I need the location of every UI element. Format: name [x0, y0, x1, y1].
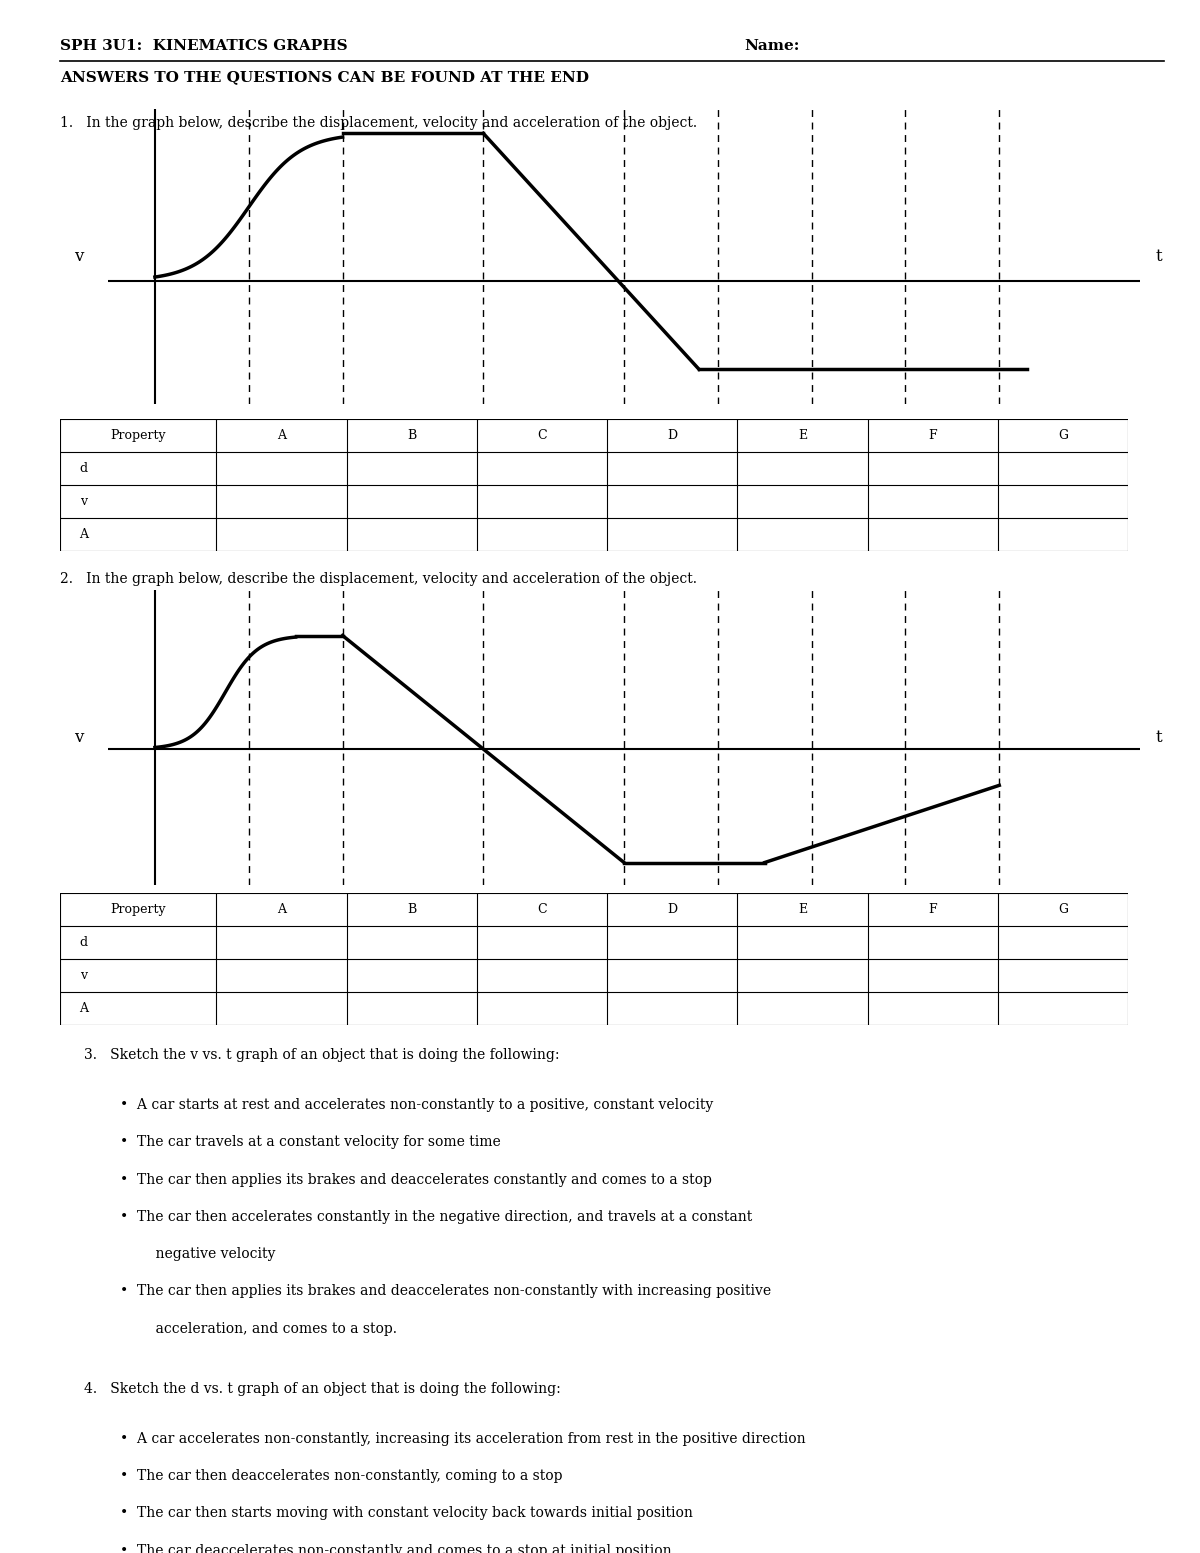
Text: negative velocity: negative velocity	[138, 1247, 275, 1261]
Text: •  The car then applies its brakes and deaccelerates constantly and comes to a s: • The car then applies its brakes and de…	[120, 1173, 712, 1186]
Text: SPH 3U1:  KINEMATICS GRAPHS: SPH 3U1: KINEMATICS GRAPHS	[60, 39, 348, 53]
Text: •  A car starts at rest and accelerates non-constantly to a positive, constant v: • A car starts at rest and accelerates n…	[120, 1098, 713, 1112]
Text: D: D	[667, 429, 677, 443]
Text: B: B	[407, 902, 416, 916]
Text: Property: Property	[110, 429, 166, 443]
Text: v: v	[79, 495, 86, 508]
Text: •  A car accelerates non-constantly, increasing its acceleration from rest in th: • A car accelerates non-constantly, incr…	[120, 1432, 805, 1446]
Text: •  The car then starts moving with constant velocity back towards initial positi: • The car then starts moving with consta…	[120, 1506, 692, 1520]
Text: A: A	[277, 429, 286, 443]
Text: A: A	[277, 902, 286, 916]
Text: t: t	[1156, 248, 1162, 264]
Text: d: d	[79, 463, 88, 475]
Text: •  The car then accelerates constantly in the negative direction, and travels at: • The car then accelerates constantly in…	[120, 1210, 752, 1224]
Text: G: G	[1058, 902, 1068, 916]
Text: ANSWERS TO THE QUESTIONS CAN BE FOUND AT THE END: ANSWERS TO THE QUESTIONS CAN BE FOUND AT…	[60, 70, 589, 84]
Text: d: d	[79, 936, 88, 949]
Text: G: G	[1058, 429, 1068, 443]
Text: v: v	[79, 969, 86, 981]
Text: •  The car travels at a constant velocity for some time: • The car travels at a constant velocity…	[120, 1135, 500, 1149]
Text: C: C	[538, 902, 547, 916]
Text: 2.   In the graph below, describe the displacement, velocity and acceleration of: 2. In the graph below, describe the disp…	[60, 572, 697, 585]
Text: acceleration, and comes to a stop.: acceleration, and comes to a stop.	[138, 1322, 397, 1336]
Text: 4.   Sketch the d vs. t graph of an object that is doing the following:: 4. Sketch the d vs. t graph of an object…	[84, 1382, 560, 1396]
Text: F: F	[929, 902, 937, 916]
Text: Property: Property	[110, 902, 166, 916]
Text: v: v	[74, 248, 84, 264]
Text: C: C	[538, 429, 547, 443]
Text: D: D	[667, 902, 677, 916]
Text: A: A	[79, 1002, 89, 1016]
Text: E: E	[798, 429, 806, 443]
Text: F: F	[929, 429, 937, 443]
Text: •  The car then applies its brakes and deaccelerates non-constantly with increas: • The car then applies its brakes and de…	[120, 1284, 772, 1298]
Text: A: A	[79, 528, 89, 542]
Text: v: v	[74, 730, 84, 745]
Text: Name:: Name:	[744, 39, 799, 53]
Text: •  The car deaccelerates non-constantly and comes to a stop at initial position: • The car deaccelerates non-constantly a…	[120, 1544, 672, 1553]
Text: t: t	[1156, 730, 1162, 745]
Text: E: E	[798, 902, 806, 916]
Text: 1.   In the graph below, describe the displacement, velocity and acceleration of: 1. In the graph below, describe the disp…	[60, 116, 697, 130]
Text: B: B	[407, 429, 416, 443]
Text: 3.   Sketch the v vs. t graph of an object that is doing the following:: 3. Sketch the v vs. t graph of an object…	[84, 1048, 559, 1062]
Text: •  The car then deaccelerates non-constantly, coming to a stop: • The car then deaccelerates non-constan…	[120, 1469, 563, 1483]
